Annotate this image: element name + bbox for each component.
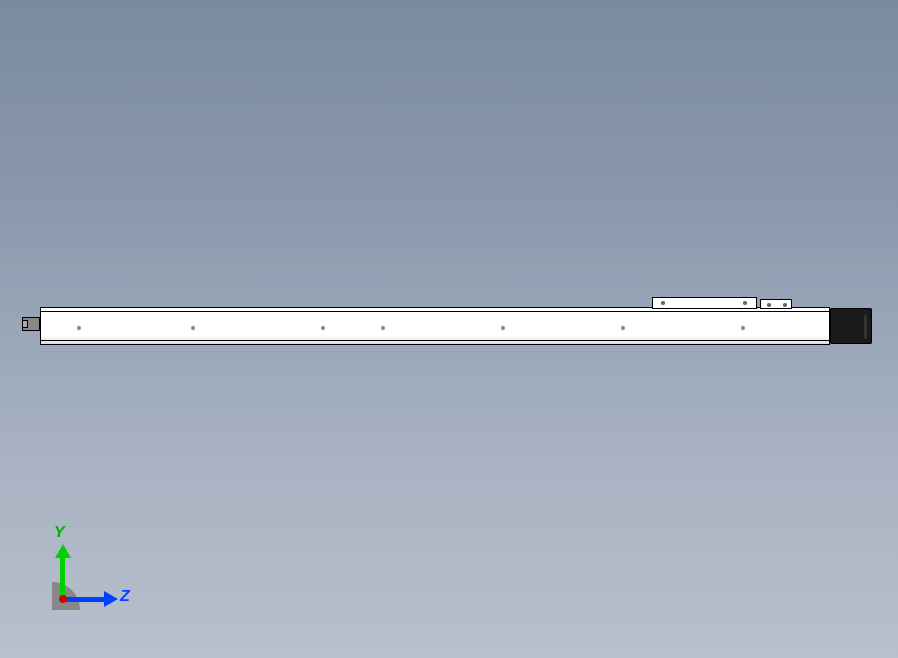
carriage-mount-plate [652,297,757,309]
carriage-mount-bracket [760,299,792,309]
plate-hole [661,301,665,305]
mounting-hole [501,326,505,330]
y-axis-arrowhead-icon [55,544,71,558]
mounting-hole [191,326,195,330]
plate-hole [743,301,747,305]
mounting-hole [321,326,325,330]
x-axis-indicator [59,595,67,603]
plate-hole [783,303,787,307]
actuator-rail-body [40,307,830,345]
z-axis-line [60,597,108,602]
cad-viewport[interactable]: Y Z [0,0,898,658]
actuator-shaft-stub [22,320,28,328]
mounting-hole [741,326,745,330]
plate-hole [767,303,771,307]
y-axis-label: Y [54,524,65,542]
mounting-hole [621,326,625,330]
mounting-hole [381,326,385,330]
z-axis-arrowhead-icon [104,591,118,607]
body-bevel-shading [41,336,829,344]
orientation-triad[interactable]: Y Z [52,530,132,610]
actuator-motor [830,308,872,344]
z-axis-label: Z [120,588,130,606]
mounting-hole [77,326,81,330]
model-3d-view[interactable] [22,295,872,355]
